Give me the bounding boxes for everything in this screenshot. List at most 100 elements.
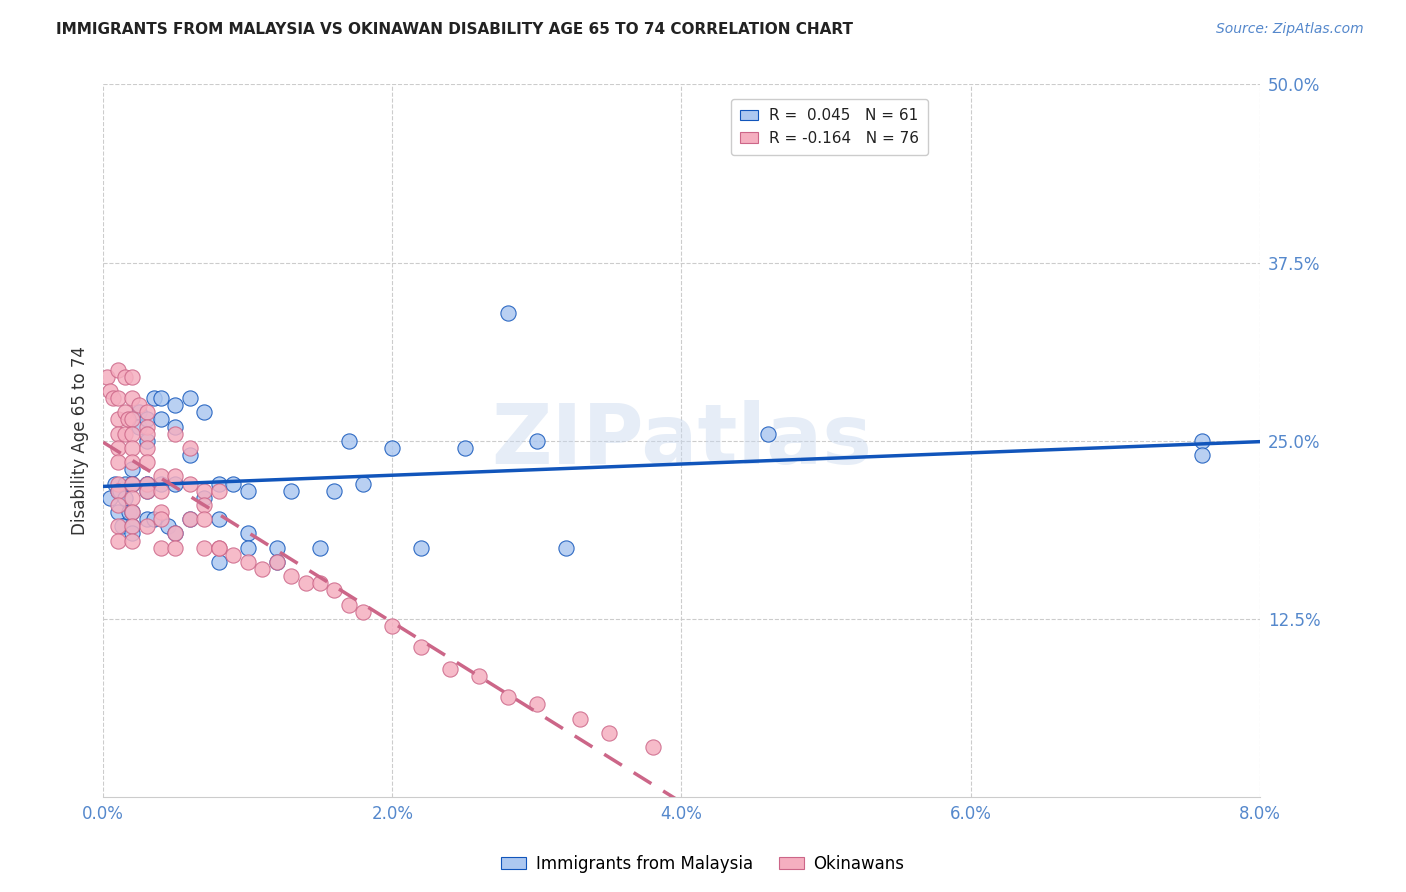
Point: [439, 662, 461, 676]
Point: [107, 498, 129, 512]
Point: [118, 505, 141, 519]
Point: [114, 369, 136, 384]
Point: [554, 541, 576, 555]
Point: [121, 412, 143, 426]
Point: [381, 619, 404, 633]
Point: [165, 398, 187, 412]
Point: [179, 512, 201, 526]
Point: [107, 426, 129, 441]
Legend: R =  0.045   N = 61, R = -0.164   N = 76: R = 0.045 N = 61, R = -0.164 N = 76: [731, 99, 928, 155]
Point: [309, 541, 332, 555]
Point: [121, 505, 143, 519]
Point: [135, 419, 157, 434]
Point: [266, 541, 288, 555]
Text: IMMIGRANTS FROM MALAYSIA VS OKINAWAN DISABILITY AGE 65 TO 74 CORRELATION CHART: IMMIGRANTS FROM MALAYSIA VS OKINAWAN DIS…: [56, 22, 853, 37]
Point: [323, 583, 346, 598]
Point: [337, 434, 360, 448]
Point: [104, 476, 127, 491]
Point: [107, 519, 129, 533]
Point: [135, 426, 157, 441]
Point: [107, 476, 129, 491]
Point: [111, 519, 134, 533]
Point: [294, 576, 316, 591]
Point: [135, 434, 157, 448]
Point: [598, 726, 620, 740]
Point: [208, 541, 231, 555]
Point: [468, 669, 491, 683]
Point: [165, 476, 187, 491]
Point: [128, 398, 150, 412]
Point: [135, 476, 157, 491]
Point: [236, 483, 259, 498]
Point: [149, 391, 172, 405]
Point: [208, 476, 231, 491]
Point: [121, 462, 143, 476]
Point: [179, 512, 201, 526]
Point: [121, 476, 143, 491]
Text: ZIPatlas: ZIPatlas: [491, 401, 872, 482]
Point: [280, 569, 302, 583]
Point: [121, 526, 143, 541]
Point: [526, 434, 548, 448]
Point: [107, 505, 129, 519]
Point: [236, 541, 259, 555]
Point: [179, 441, 201, 455]
Point: [117, 412, 139, 426]
Point: [114, 426, 136, 441]
Point: [135, 412, 157, 426]
Point: [121, 505, 143, 519]
Point: [98, 384, 121, 398]
Point: [157, 519, 180, 533]
Point: [121, 391, 143, 405]
Point: [352, 605, 374, 619]
Point: [193, 405, 215, 419]
Point: [309, 576, 332, 591]
Point: [149, 505, 172, 519]
Point: [107, 412, 129, 426]
Point: [236, 555, 259, 569]
Point: [114, 491, 136, 505]
Point: [121, 491, 143, 505]
Point: [352, 476, 374, 491]
Point: [165, 426, 187, 441]
Point: [193, 483, 215, 498]
Point: [135, 512, 157, 526]
Point: [496, 305, 519, 319]
Point: [135, 519, 157, 533]
Point: [121, 476, 143, 491]
Point: [266, 555, 288, 569]
Point: [142, 512, 165, 526]
Point: [114, 476, 136, 491]
Point: [121, 369, 143, 384]
Point: [165, 541, 187, 555]
Point: [193, 498, 215, 512]
Point: [103, 391, 125, 405]
Point: [128, 405, 150, 419]
Point: [121, 426, 143, 441]
Point: [107, 483, 129, 498]
Point: [266, 555, 288, 569]
Point: [107, 441, 129, 455]
Point: [222, 476, 245, 491]
Point: [641, 740, 664, 755]
Point: [496, 690, 519, 705]
Point: [107, 455, 129, 469]
Point: [121, 519, 143, 533]
Point: [1191, 434, 1213, 448]
Point: [337, 598, 360, 612]
Point: [222, 548, 245, 562]
Point: [165, 526, 187, 541]
Text: Source: ZipAtlas.com: Source: ZipAtlas.com: [1216, 22, 1364, 37]
Point: [135, 476, 157, 491]
Point: [135, 483, 157, 498]
Point: [121, 441, 143, 455]
Point: [526, 698, 548, 712]
Point: [149, 476, 172, 491]
Point: [135, 405, 157, 419]
Point: [135, 455, 157, 469]
Point: [114, 405, 136, 419]
Legend: Immigrants from Malaysia, Okinawans: Immigrants from Malaysia, Okinawans: [495, 848, 911, 880]
Point: [250, 562, 273, 576]
Point: [135, 441, 157, 455]
Point: [411, 640, 433, 655]
